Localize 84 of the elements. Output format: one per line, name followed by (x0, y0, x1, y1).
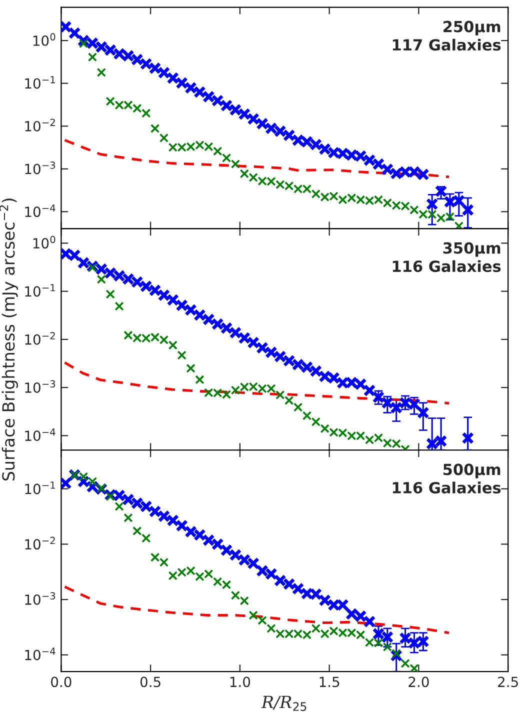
y-tick-label: 10$^{−1}$ (25, 482, 55, 494)
point (195, 375, 204, 384)
point (258, 616, 267, 625)
y-tick-label: 10$^{−2}$ (25, 332, 55, 345)
point (302, 411, 312, 420)
point (240, 596, 249, 606)
annotation: 250μm (444, 20, 500, 36)
point (68, 26, 81, 40)
y-tick-label: 10$^{−3}$ (25, 380, 56, 393)
y-tick-label: 10$^{−1}$ (25, 76, 55, 89)
point (142, 108, 151, 118)
y-tick-label: 10$^{−3}$ (25, 162, 56, 174)
point (96, 484, 106, 493)
y-tick-label: 10$^{−2}$ (25, 118, 55, 132)
point (88, 52, 98, 62)
x-tick-label: 0.5 (140, 676, 160, 688)
point (159, 558, 169, 567)
annotation: 500μm (443, 464, 500, 478)
line-series (64, 586, 450, 634)
line-series (64, 138, 450, 178)
point (266, 624, 276, 634)
point (410, 205, 419, 214)
point (392, 648, 401, 658)
point (106, 492, 115, 501)
y-tick-label: 10$^{−4}$ (25, 428, 56, 442)
point (222, 153, 232, 163)
point (114, 302, 124, 311)
annotation: 117 Galaxies (392, 38, 501, 51)
point (311, 417, 320, 426)
line-series (64, 361, 450, 405)
point (248, 172, 258, 182)
point (177, 350, 186, 360)
y-tick-label: 10$^{−2}$ (25, 536, 55, 550)
point (213, 146, 222, 156)
y-tick-label: 10$^{−3}$ (25, 592, 56, 605)
point (96, 68, 106, 77)
point (462, 432, 474, 444)
point (248, 610, 258, 620)
x-axis-title: R/R$_{25}$ (261, 696, 306, 711)
point (78, 38, 88, 48)
point (462, 204, 474, 216)
point (434, 185, 448, 198)
point (363, 384, 376, 397)
y-tick-label: 10$^{−4}$ (25, 204, 56, 218)
point (426, 198, 438, 210)
point (150, 124, 160, 134)
x-tick-label: 0.0 (51, 676, 72, 688)
point (363, 615, 376, 628)
point (293, 402, 303, 412)
x-tick-label: 1.5 (320, 676, 340, 688)
point (142, 534, 151, 543)
point (150, 552, 160, 562)
point (114, 502, 124, 512)
point (311, 624, 320, 634)
point (159, 133, 169, 142)
point (276, 390, 285, 400)
point (96, 274, 106, 284)
point (88, 263, 98, 272)
point (410, 664, 419, 672)
point (284, 396, 294, 405)
y-tick-label: 10$^{0}$ (33, 33, 56, 46)
point (400, 658, 410, 668)
point (320, 424, 330, 434)
point (106, 96, 115, 106)
annotation: 350μm (443, 242, 500, 257)
point (124, 513, 133, 522)
annotation: 116 Galaxies (392, 482, 501, 494)
x-tick-label: 2.0 (408, 676, 429, 688)
y-tick-label: 10$^{−1}$ (25, 284, 55, 297)
point (230, 159, 240, 169)
y-tick-label: 10$^{0}$ (33, 236, 56, 249)
y-tick-label: 10$^{−4}$ (25, 648, 56, 660)
x-tick-label: 1.0 (230, 676, 250, 688)
point (88, 477, 98, 486)
point (230, 590, 240, 600)
point (240, 169, 249, 178)
point (454, 222, 464, 229)
point (106, 290, 115, 299)
point (186, 364, 196, 373)
x-tick-label: 2.5 (498, 676, 518, 688)
point (168, 340, 178, 350)
point (416, 406, 430, 419)
annotation: 116 Galaxies (392, 260, 501, 272)
point (132, 526, 142, 536)
